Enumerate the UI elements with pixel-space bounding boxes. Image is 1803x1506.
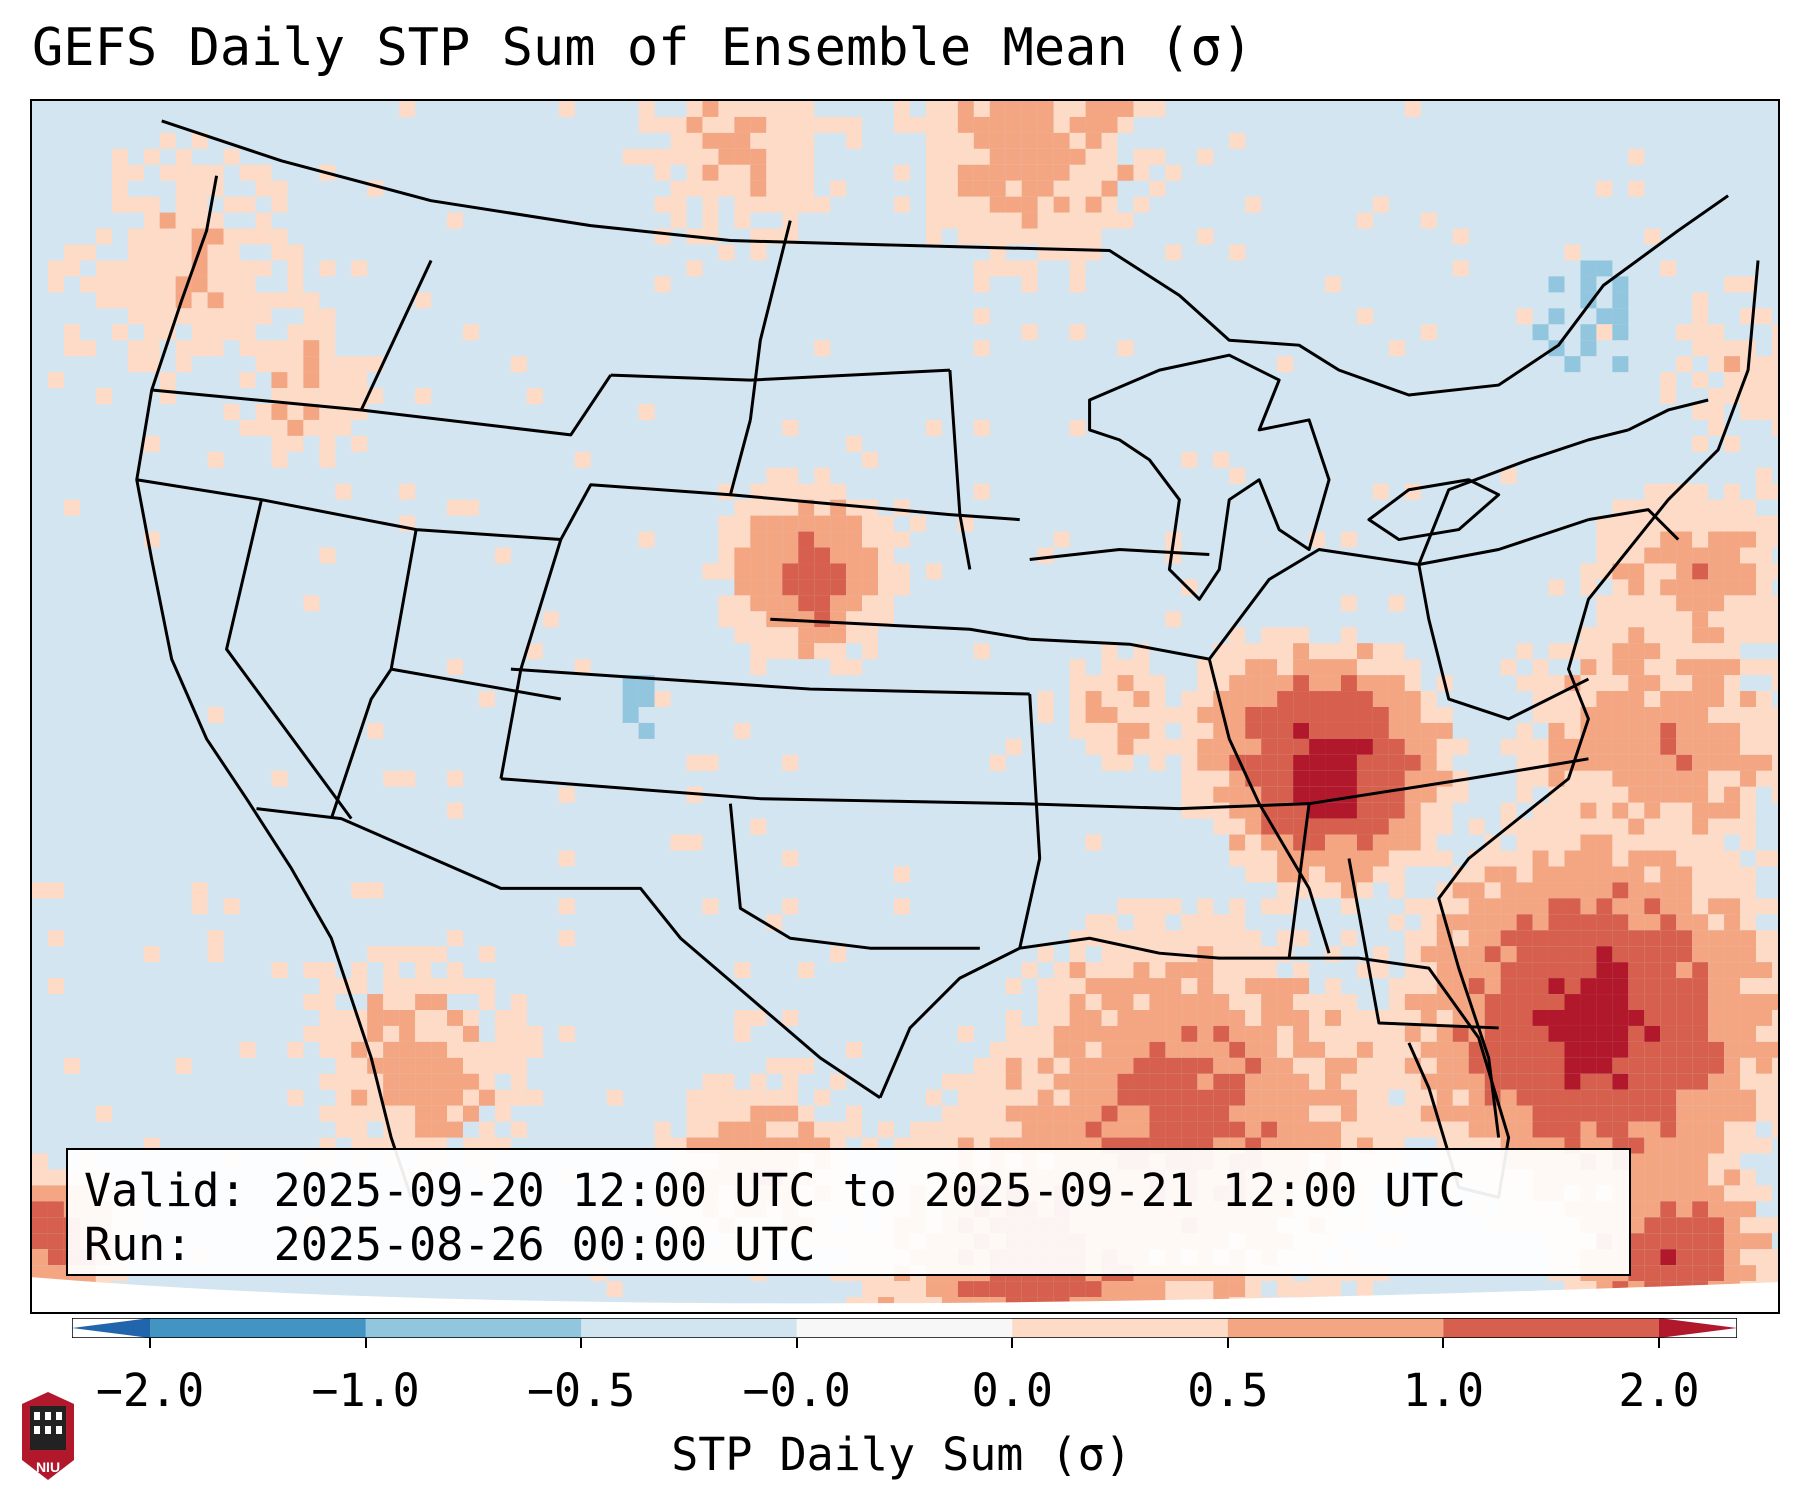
colorbar-extend-low [72,1318,150,1338]
colorbar-tick-mark [1226,1338,1229,1348]
colorbar-segment [365,1318,582,1338]
colorbar-tick-label: −0.0 [742,1364,851,1417]
pacific-coast [135,175,413,1198]
mexico-border [256,807,881,1099]
colorbar-tick-label: −2.0 [95,1364,205,1417]
colorbar-tick-label: −1.0 [311,1364,420,1417]
colorbar-label: STP Daily Sum (σ) [671,1428,1132,1481]
colorbar-segment [796,1318,1013,1338]
colorbar-segment [1012,1318,1229,1338]
colorbar-tick-label: 1.0 [1402,1364,1485,1417]
niu-logo: NIU [22,1392,74,1480]
colorbar-segment [1227,1318,1444,1338]
state-borders [135,119,1760,1199]
colorbar-extend-high [1659,1318,1737,1338]
page-title: GEFS Daily STP Sum of Ensemble Mean (σ) [32,18,1253,78]
us-canada-border [161,119,1729,397]
colorbar-tick-label: 0.5 [1187,1364,1269,1417]
colorbar-tick-label: 2.0 [1618,1364,1700,1417]
colorbar-tick-mark [795,1338,798,1348]
projection-edge [32,1277,1778,1312]
atlantic-coast [1437,260,1760,1138]
run-time-text: Run: 2025-08-26 00:00 UTC [84,1218,816,1271]
colorbar-tick-mark [1011,1338,1014,1348]
colorbar-segment [581,1318,798,1338]
colorbar-segment [150,1318,367,1338]
great-lakes [1088,353,1331,601]
colorbar-tick-label: −0.5 [526,1364,636,1417]
colorbar-tick-mark [364,1338,367,1348]
colorbar-tick-mark [1658,1338,1660,1348]
map-panel [30,99,1780,1314]
colorbar-tick-mark [1442,1338,1445,1348]
valid-run-info-box: Valid: 2025-09-20 12:00 UTC to 2025-09-2… [66,1148,1631,1276]
anomaly-grid [32,101,1778,1312]
valid-time-text: Valid: 2025-09-20 12:00 UTC to 2025-09-2… [84,1164,1466,1217]
logo-text: NIU [36,1459,60,1475]
colorbar [72,1318,1737,1338]
colorbar-segment [1443,1318,1660,1338]
colorbar-tick-mark [149,1338,151,1348]
colorbar-tick-mark [580,1338,583,1348]
colorbar-tick-label: 0.0 [971,1364,1053,1417]
stp-map [32,101,1778,1312]
